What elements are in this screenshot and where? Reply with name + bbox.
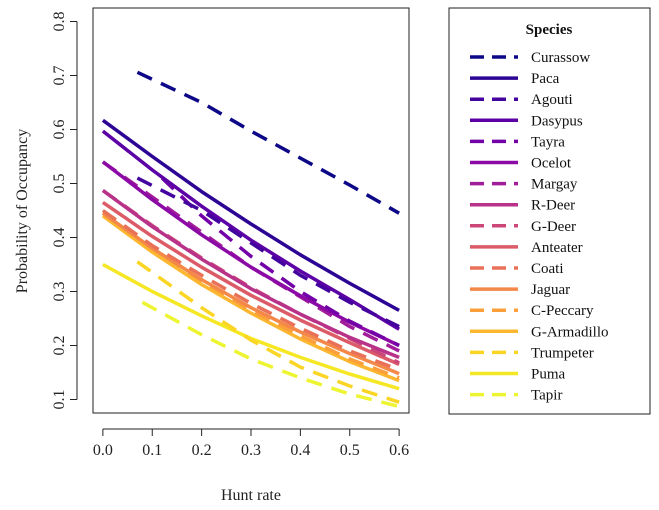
series-line-puma xyxy=(102,262,400,391)
x-axis-title: Hunt rate xyxy=(221,487,281,504)
legend-box xyxy=(448,7,651,415)
y-tick-label: 0.1 xyxy=(51,390,68,410)
legend-items: Curassow Paca Agouti Dasypus Tayra Ocelot Marg… xyxy=(470,50,608,404)
series-line-r-deer xyxy=(101,189,400,360)
x-tick-label: 0.4 xyxy=(290,442,310,459)
series-line-dasypus xyxy=(101,129,401,331)
legend-label-g-deer: G-Deer xyxy=(531,219,576,235)
x-tick-label: 0.3 xyxy=(241,442,261,459)
legend-label-tapir: Tapir xyxy=(531,388,562,404)
legend-label-c-peccary: C-Peccary xyxy=(531,303,594,319)
x-tick-label: 0.5 xyxy=(340,442,360,459)
legend-label-trumpeter: Trumpeter xyxy=(531,345,594,361)
legend-label-puma: Puma xyxy=(531,367,566,383)
legend-label-paca: Paca xyxy=(531,71,560,87)
legend-label-g-armadillo: G-Armadillo xyxy=(531,324,608,340)
legend-label-margay: Margay xyxy=(531,177,578,193)
x-tick-label: 0.6 xyxy=(389,442,409,459)
series-line-agouti xyxy=(136,176,400,329)
x-tick-label: 0.0 xyxy=(93,442,113,459)
legend-label-jaguar: Jaguar xyxy=(531,282,570,298)
y-tick-label: 0.2 xyxy=(51,336,68,356)
legend-label-tayra: Tayra xyxy=(531,134,565,150)
series-line-jaguar xyxy=(101,211,400,376)
series-line-g-armadillo xyxy=(101,214,400,383)
x-axis: 0.0 0.1 0.2 0.3 0.4 0.5 0.6 xyxy=(93,428,409,459)
y-axis-title: Probability of Occupancy xyxy=(14,129,31,293)
series-line-tayra xyxy=(160,176,400,348)
y-tick-label: 0.3 xyxy=(51,282,68,302)
series-line-trumpeter xyxy=(136,260,400,404)
legend-title: Species xyxy=(526,22,573,38)
series-line-curassow xyxy=(136,70,400,215)
x-tick-label: 0.1 xyxy=(142,442,162,459)
legend-label-coati: Coati xyxy=(531,261,564,277)
legend-label-ocelot: Ocelot xyxy=(531,156,572,172)
series-line-margay xyxy=(101,160,400,353)
y-tick-label: 0.8 xyxy=(51,12,68,32)
series-line-coati xyxy=(101,209,400,372)
series-line-tapir xyxy=(141,300,400,409)
legend: Species Curassow Paca Agouti Dasypus Tayra Oc… xyxy=(448,7,651,415)
legend-label-anteater: Anteater xyxy=(531,240,583,256)
y-axis: 0.1 0.2 0.3 0.4 0.5 0.6 0.7 0.8 xyxy=(51,12,78,410)
series-line-paca xyxy=(101,118,400,312)
series-lines xyxy=(101,70,401,409)
y-tick-label: 0.4 xyxy=(51,228,68,248)
legend-label-agouti: Agouti xyxy=(531,92,573,108)
plot-frame xyxy=(92,7,410,414)
legend-label-curassow: Curassow xyxy=(531,50,590,66)
y-tick-label: 0.5 xyxy=(51,174,68,194)
y-tick-label: 0.6 xyxy=(51,120,68,140)
series-line-anteater xyxy=(101,200,400,367)
x-tick-label: 0.2 xyxy=(192,442,212,459)
legend-label-r-deer: R-Deer xyxy=(531,198,575,214)
y-tick-label: 0.7 xyxy=(51,66,68,86)
legend-label-dasypus: Dasypus xyxy=(531,113,583,129)
